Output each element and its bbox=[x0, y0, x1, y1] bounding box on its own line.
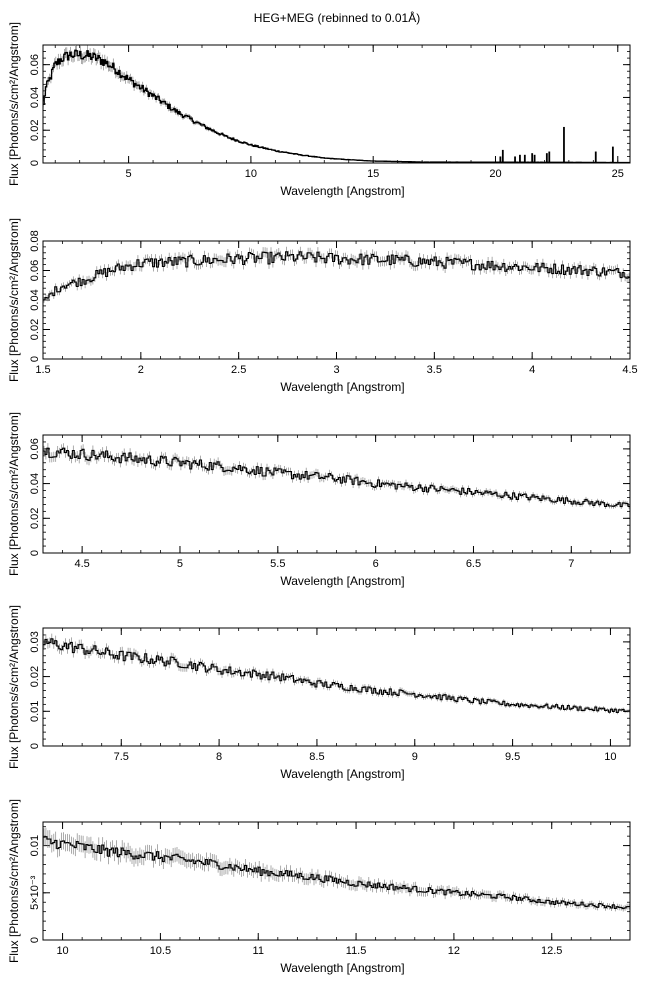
figure-title: HEG+MEG (rebinned to 0.01Å) bbox=[254, 10, 420, 25]
x-tick-label: 12.5 bbox=[541, 945, 562, 957]
y-axis-label: Flux [Photons/s/cm²/Angstrom] bbox=[7, 22, 21, 186]
y-axis-label: Flux [Photons/s/cm²/Angstrom] bbox=[7, 799, 21, 963]
x-axis-label: Wavelength [Angstrom] bbox=[280, 767, 404, 781]
spectrum-line bbox=[43, 836, 630, 910]
y-tick-label: 0.01 bbox=[29, 701, 41, 722]
x-tick-label: 9 bbox=[412, 751, 418, 763]
spectrum-line bbox=[43, 638, 630, 714]
x-tick-label: 9.5 bbox=[505, 751, 520, 763]
error-bars bbox=[43, 45, 622, 163]
error-bars bbox=[43, 633, 630, 715]
x-tick-label: 5.5 bbox=[270, 558, 285, 570]
chart-panel-5: 10 10.5 11 11.5 12 12.5 0 5×10⁻³ 0.01 Wavelength … bbox=[7, 799, 631, 975]
x-tick-label: 15 bbox=[367, 168, 379, 180]
plot-frame bbox=[42, 240, 631, 360]
x-tick-label: 8 bbox=[216, 751, 222, 763]
x-tick-label: 12 bbox=[448, 945, 460, 957]
x-tick-label: 7.5 bbox=[114, 751, 129, 763]
y-tick-label: 0.01 bbox=[29, 835, 41, 856]
x-tick-label: 10 bbox=[604, 751, 616, 763]
y-tick-label: 0 bbox=[29, 550, 41, 556]
spectrum-line bbox=[43, 49, 630, 164]
x-axis-label: Wavelength [Angstrom] bbox=[280, 184, 404, 198]
x-tick-label: 2 bbox=[138, 364, 144, 376]
x-tick-label: 8.5 bbox=[309, 751, 324, 763]
x-tick-label: 10.5 bbox=[150, 945, 171, 957]
x-tick-label: 6.5 bbox=[466, 558, 481, 570]
y-tick-label: 0 bbox=[29, 356, 41, 362]
y-axis-label: Flux [Photons/s/cm²/Angstrom] bbox=[7, 605, 21, 769]
y-tick-label: 0.02 bbox=[29, 319, 41, 340]
y-tick-label: 0.04 bbox=[29, 289, 41, 310]
x-tick-label: 6 bbox=[373, 558, 379, 570]
x-tick-label: 10 bbox=[245, 168, 257, 180]
y-tick-label: 0 bbox=[29, 937, 41, 943]
x-tick-label: 3 bbox=[333, 364, 339, 376]
y-axis-label: Flux [Photons/s/cm²/Angstrom] bbox=[7, 412, 21, 576]
y-tick-label: 0.02 bbox=[29, 666, 41, 687]
y-tick-label: 0.02 bbox=[29, 120, 41, 141]
chart-panel-1: 5 10 15 20 25 0 0.02 0.04 0.06 Wavelength [Angstr… bbox=[7, 22, 631, 198]
x-tick-label: 4 bbox=[529, 364, 535, 376]
spectrum-line bbox=[43, 447, 630, 508]
x-tick-label: 7 bbox=[568, 558, 574, 570]
y-tick-label: 0.04 bbox=[29, 473, 41, 494]
chart-panel-4: 7.5 8 8.5 9 9.5 10 0 0.01 0.02 0.03 Wavelength [An… bbox=[7, 605, 631, 781]
y-axis-label: Flux [Photons/s/cm²/Angstrom] bbox=[7, 218, 21, 382]
x-axis-label: Wavelength [Angstrom] bbox=[280, 380, 404, 394]
y-tick-label: 0.06 bbox=[29, 438, 41, 459]
x-tick-label: 11 bbox=[253, 945, 264, 957]
x-tick-label: 2.5 bbox=[231, 364, 246, 376]
y-tick-label: 0.08 bbox=[29, 230, 41, 251]
x-tick-label: 4.5 bbox=[622, 364, 637, 376]
x-tick-label: 20 bbox=[489, 168, 501, 180]
y-tick-label: 0.06 bbox=[29, 260, 41, 281]
y-tick-label: 0.02 bbox=[29, 508, 41, 529]
x-tick-label: 3.5 bbox=[427, 364, 442, 376]
plot-frame bbox=[42, 44, 631, 164]
y-tick-label: 0 bbox=[29, 160, 41, 166]
x-tick-label: 5 bbox=[177, 558, 183, 570]
y-tick-label: 0.04 bbox=[29, 87, 41, 108]
error-bars bbox=[43, 443, 630, 509]
error-bars bbox=[43, 827, 630, 912]
x-axis-label: Wavelength [Angstrom] bbox=[280, 961, 404, 975]
spectrum-line bbox=[43, 251, 630, 301]
x-axis-label: Wavelength [Angstrom] bbox=[280, 574, 404, 588]
x-tick-label: 4.5 bbox=[74, 558, 89, 570]
x-tick-label: 10 bbox=[56, 945, 68, 957]
y-tick-label: 0.03 bbox=[29, 631, 41, 652]
x-tick-label: 5 bbox=[126, 168, 132, 180]
chart-panel-3: 4.5 5 5.5 6 6.5 7 0 0.02 0.04 0.06 Wavelength [Ang… bbox=[7, 412, 631, 588]
chart-panel-2: 1.5 2 2.5 3 3.5 4 4.5 0 0.02 0.04 0.06 0.08 Waveleng… bbox=[7, 218, 638, 394]
x-tick-label: 11.5 bbox=[346, 945, 367, 957]
y-tick-label: 5×10⁻³ bbox=[29, 875, 41, 910]
y-tick-label: 0.06 bbox=[29, 54, 41, 75]
y-tick-label: 0 bbox=[29, 743, 41, 749]
x-tick-label: 1.5 bbox=[35, 364, 50, 376]
plot-frame bbox=[42, 627, 631, 747]
x-tick-label: 25 bbox=[612, 168, 624, 180]
